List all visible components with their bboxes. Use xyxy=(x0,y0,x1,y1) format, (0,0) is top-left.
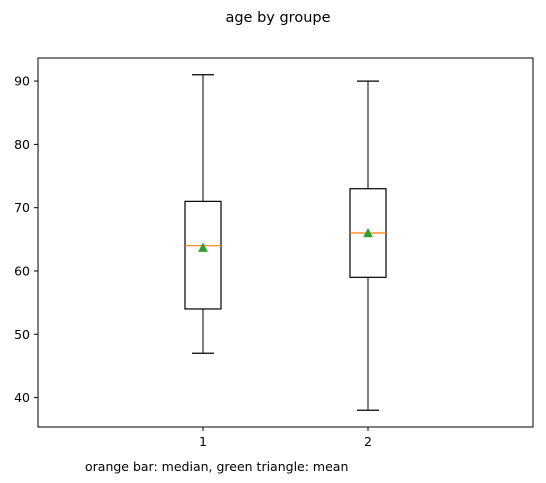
plot-layer: 40 50 60 70 80 90 1 2 xyxy=(14,74,387,449)
y-tick-label: 50 xyxy=(14,327,30,342)
chart-title: age by groupe xyxy=(225,10,330,26)
y-tick-label: 70 xyxy=(14,200,30,215)
iqr-box xyxy=(184,200,222,310)
plot-area xyxy=(37,57,534,428)
y-tick-label: 80 xyxy=(14,137,30,152)
x-tick-label: 2 xyxy=(364,434,372,449)
mean-marker xyxy=(198,242,208,252)
mean-marker xyxy=(363,227,373,238)
chart-caption: orange bar: median, green triangle: mean xyxy=(85,459,348,474)
y-tick-label: 40 xyxy=(14,390,30,405)
y-tick-label: 90 xyxy=(14,74,30,89)
x-tick-label: 1 xyxy=(199,434,207,449)
y-tick-label: 60 xyxy=(14,263,30,278)
